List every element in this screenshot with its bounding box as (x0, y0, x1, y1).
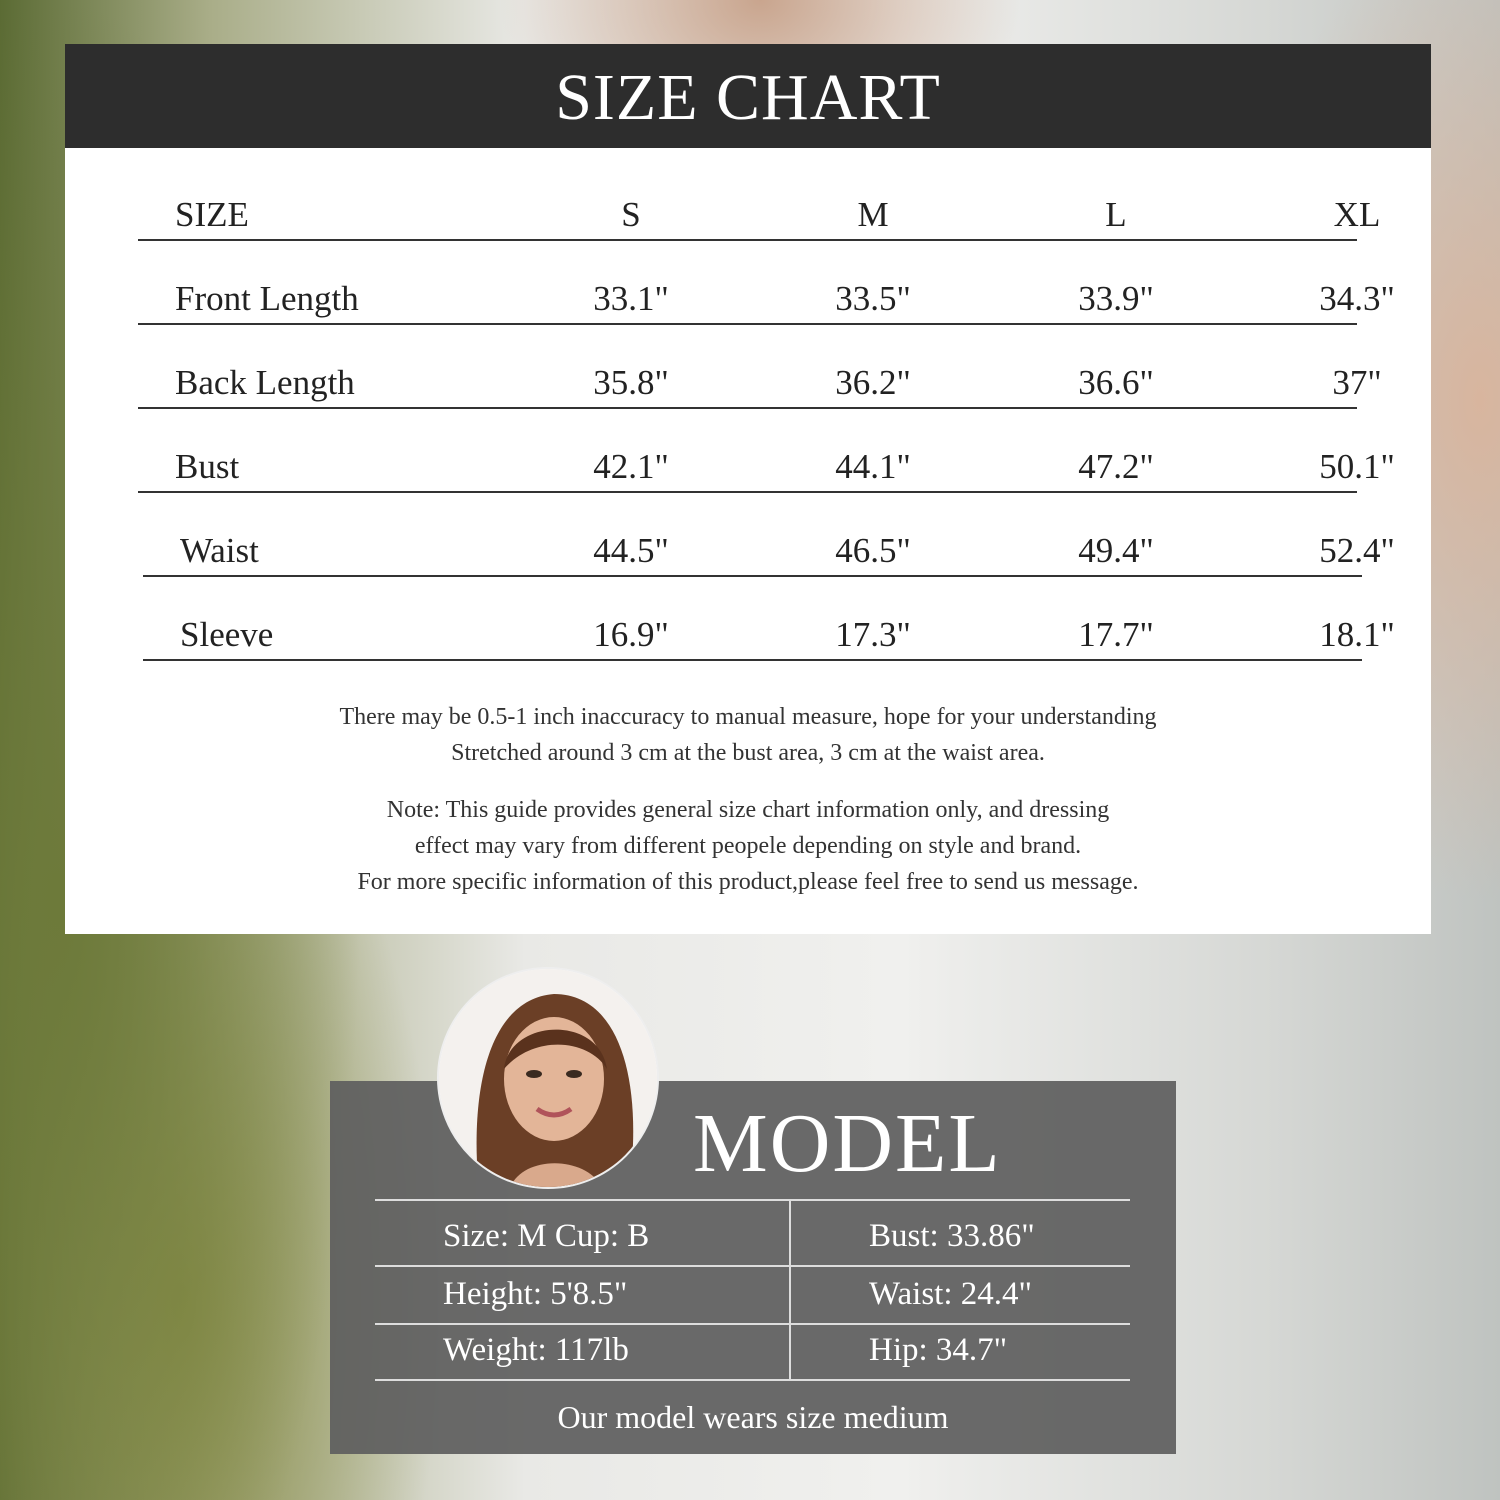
row-label: Front Length (175, 279, 359, 318)
cell-m: 17.3" (835, 615, 911, 654)
note-line: For more specific information of this pr… (357, 869, 1139, 895)
model-row: Weight: 117lb Hip: 34.7" (375, 1323, 1130, 1381)
cell-xl: XL (1333, 195, 1381, 234)
size-chart-panel: SIZE CHART SIZE S M L XL Front Length 33.1" 33.… (65, 44, 1431, 934)
model-bust: Bust: 33.86" (869, 1218, 1035, 1254)
cell-l: L (1105, 195, 1127, 234)
cell-xl: 52.4" (1319, 531, 1395, 570)
cell-l: 33.9" (1078, 279, 1154, 318)
note-line: Note: This guide provides general size c… (386, 797, 1110, 823)
cell-xl: 50.1" (1319, 447, 1395, 486)
model-size: Size: M Cup: B (443, 1218, 650, 1254)
model-row: Height: 5'8.5" Waist: 24.4" (375, 1265, 1130, 1323)
cell-l: 36.6" (1078, 363, 1154, 402)
row-label: Bust (175, 447, 240, 486)
cell-xl: 18.1" (1319, 615, 1395, 654)
cell-l: 47.2" (1078, 447, 1154, 486)
model-row: Size: M Cup: B Bust: 33.86" (375, 1199, 1130, 1265)
model-info-box: MODEL Size: M Cup: B Bust: 33.86" Height:… (330, 1081, 1176, 1454)
cell-s: 44.5" (593, 531, 669, 570)
cell-m: 33.5" (835, 279, 911, 318)
table-row: Waist 44.5" 46.5" 49.4" 52.4" (143, 493, 1395, 577)
note-line: effect may vary from different peopele d… (414, 833, 1082, 859)
cell-l: 49.4" (1078, 531, 1154, 570)
cell-l: 17.7" (1078, 615, 1154, 654)
cell-s: 35.8" (593, 363, 669, 402)
row-label: Back Length (175, 363, 355, 402)
model-waist: Waist: 24.4" (869, 1276, 1032, 1312)
measurement-notes: There may be 0.5-1 inch inaccuracy to ma… (65, 699, 1431, 771)
guide-notes: Note: This guide provides general size c… (65, 792, 1431, 900)
model-weight: Weight: 117lb (443, 1332, 629, 1368)
table-row: Front Length 33.1" 33.5" 33.9" 34.3" (138, 241, 1395, 325)
cell-xl: 37" (1332, 363, 1382, 402)
note-line: Stretched around 3 cm at the bust area, … (451, 740, 1045, 766)
model-hip: Hip: 34.7" (869, 1332, 1008, 1368)
cell-m: M (857, 195, 889, 234)
cell-m: 46.5" (835, 531, 911, 570)
model-footer: Our model wears size medium (557, 1399, 949, 1435)
row-label: Sleeve (180, 615, 274, 654)
model-avatar (437, 967, 659, 1189)
row-label: SIZE (175, 195, 249, 234)
page-title: SIZE CHART (65, 44, 1431, 148)
cell-s: 33.1" (593, 279, 669, 318)
table-row: Sleeve 16.9" 17.3" 17.7" 18.1" (143, 577, 1395, 661)
model-title: MODEL (693, 1097, 1002, 1190)
cell-m: 44.1" (835, 447, 911, 486)
table-row: Bust 42.1" 44.1" 47.2" 50.1" (138, 409, 1395, 493)
row-label: Waist (180, 531, 259, 570)
cell-s: 42.1" (593, 447, 669, 486)
model-measurements: Size: M Cup: B Bust: 33.86" Height: 5'8.5… (375, 1199, 1130, 1381)
cell-xl: 34.3" (1319, 279, 1395, 318)
cell-m: 36.2" (835, 363, 911, 402)
table-row: Back Length 35.8" 36.2" 36.6" 37" (138, 325, 1382, 409)
table-header-row: SIZE S M L XL (138, 157, 1380, 241)
model-height: Height: 5'8.5" (443, 1276, 628, 1312)
note-line: There may be 0.5-1 inch inaccuracy to ma… (339, 704, 1157, 730)
cell-s: 16.9" (593, 615, 669, 654)
cell-s: S (621, 195, 641, 234)
